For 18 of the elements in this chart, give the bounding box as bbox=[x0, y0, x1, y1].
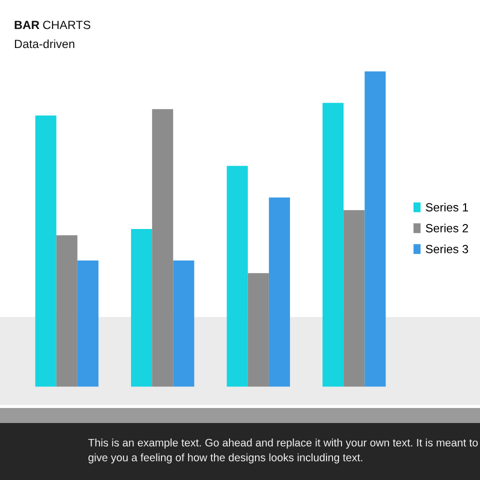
bar bbox=[35, 115, 56, 387]
bar bbox=[77, 260, 98, 387]
bar bbox=[344, 210, 365, 387]
bar bbox=[152, 109, 174, 387]
bar bbox=[248, 273, 269, 387]
bar bbox=[131, 229, 152, 387]
chart-title: BAR CHARTS bbox=[14, 20, 90, 30]
bar bbox=[322, 102, 344, 387]
legend-label: Series 3 bbox=[426, 244, 468, 254]
bar bbox=[173, 260, 194, 387]
bar bbox=[56, 235, 78, 387]
bar bbox=[268, 197, 290, 387]
legend-label: Series 1 bbox=[426, 202, 468, 212]
bar bbox=[226, 166, 248, 387]
chart-subtitle: Data-driven bbox=[14, 39, 74, 48]
legend-label: Series 2 bbox=[426, 224, 468, 232]
text: This is an example text. Go ahead and replace it with your own text. It is meant to give you a feeling of how the designs looks including text. bbox=[88, 438, 478, 464]
bar bbox=[364, 71, 386, 387]
